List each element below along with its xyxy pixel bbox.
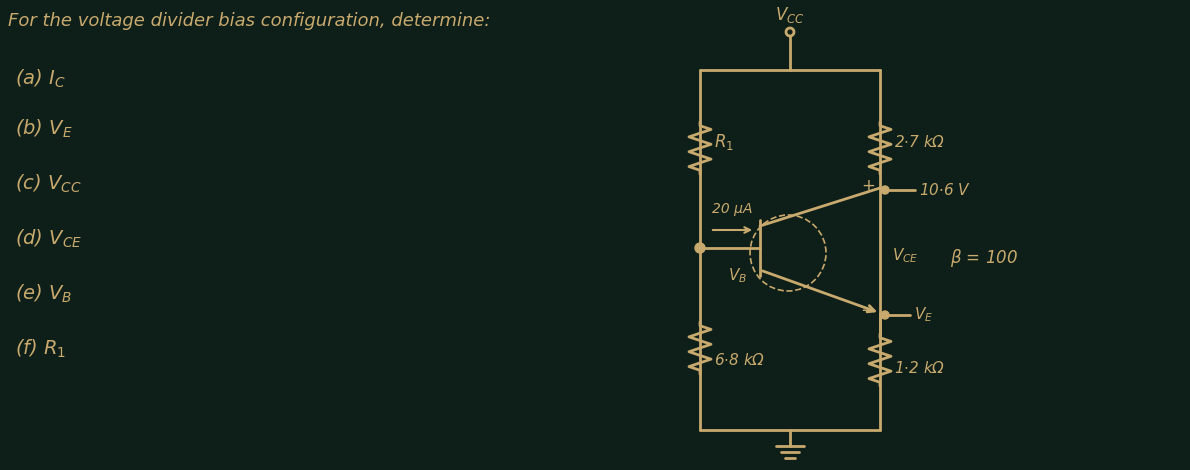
Text: $\beta$ = 100: $\beta$ = 100: [950, 247, 1017, 269]
Text: $R_1$: $R_1$: [714, 132, 734, 152]
Text: 20 μA: 20 μA: [713, 202, 753, 216]
Text: (d) $V_{CE}$: (d) $V_{CE}$: [15, 228, 82, 251]
Circle shape: [695, 243, 704, 253]
Text: For the voltage divider bias configuration, determine:: For the voltage divider bias configurati…: [8, 12, 490, 30]
Text: −: −: [860, 302, 876, 320]
Text: $V_{CE}$: $V_{CE}$: [892, 247, 919, 266]
Text: 1$\cdot$2 kΩ: 1$\cdot$2 kΩ: [894, 360, 945, 376]
Text: (b) $V_E$: (b) $V_E$: [15, 118, 73, 141]
Text: (e) $V_B$: (e) $V_B$: [15, 283, 73, 306]
Text: $V_{CC}$: $V_{CC}$: [775, 5, 804, 25]
Text: (a) $I_C$: (a) $I_C$: [15, 68, 65, 90]
Text: 10$\cdot$6 V: 10$\cdot$6 V: [919, 182, 971, 198]
Circle shape: [881, 186, 889, 194]
Text: 6$\cdot$8 kΩ: 6$\cdot$8 kΩ: [714, 352, 765, 368]
Text: (c) $V_{CC}$: (c) $V_{CC}$: [15, 173, 81, 196]
Circle shape: [881, 311, 889, 319]
Text: +: +: [862, 177, 875, 195]
Text: 2$\cdot$7 kΩ: 2$\cdot$7 kΩ: [894, 134, 945, 150]
Text: $V_E$: $V_E$: [914, 306, 933, 324]
Text: (f) $R_1$: (f) $R_1$: [15, 338, 67, 360]
Text: $V_B$: $V_B$: [728, 266, 747, 285]
